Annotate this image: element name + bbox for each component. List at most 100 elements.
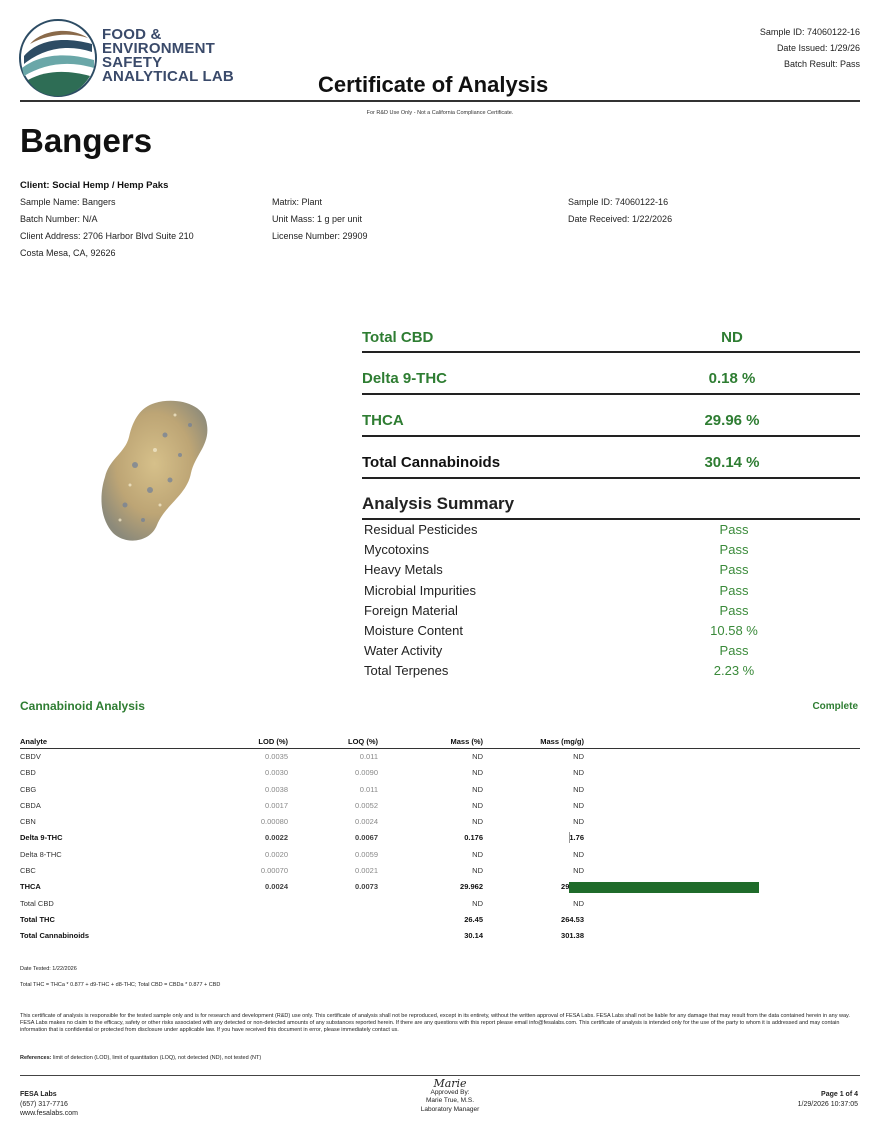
fesa-logo-icon: [18, 18, 98, 98]
potency-divider: [362, 477, 860, 479]
summary-item: Heavy Metals Pass: [364, 560, 784, 580]
summary-value: Pass: [719, 542, 749, 558]
product-name: Bangers: [20, 122, 153, 159]
summary-label: Microbial Impurities: [364, 582, 476, 598]
lab-name-line: ENVIRONMENT: [102, 40, 216, 57]
cell-loq: 0.0059: [355, 849, 378, 859]
formula-note: Total THC = THCa * 0.877 + d9-THC + d8-T…: [20, 982, 221, 988]
col-mass-mg: Mass (mg/g): [540, 737, 584, 746]
report-timestamp: 1/29/2026 10:37:05: [797, 1101, 858, 1108]
cell-mass-mg: ND: [573, 849, 584, 859]
lab-name: FOOD & ENVIRONMENT SAFETY ANALYTICAL LAB: [102, 26, 234, 85]
table-row: Total CBD ND ND: [20, 896, 860, 912]
references-label: References:: [20, 1055, 52, 1061]
header-batch-result: Batch Result: Pass: [783, 59, 860, 69]
summary-label: Water Activity: [364, 643, 443, 659]
cell-loq: 0.0073: [355, 882, 378, 892]
mass-bar: [569, 832, 570, 844]
client-name: Client: Social Hemp / Hemp Paks: [20, 180, 169, 191]
potency-label: THCA: [362, 412, 404, 429]
header-sample-id: Sample ID: 74060122-16: [759, 27, 860, 37]
table-body: CBDV 0.0035 0.011 ND ND CBD 0.0030 0.0090 ND ND CB…: [20, 749, 860, 945]
potency-value: 29.96 %: [704, 412, 760, 429]
footer-approval: Marie Approved By: Marie True, M.S. Labo…: [390, 1077, 510, 1114]
summary-item: Water Activity Pass: [364, 641, 784, 661]
cell-mass-mg: ND: [573, 817, 584, 827]
cell-mass-mg: ND: [573, 866, 584, 876]
potency-value: ND: [721, 329, 743, 346]
cell-loq: 0.0052: [355, 800, 378, 810]
cell-mass-pct: ND: [472, 866, 483, 876]
potency-divider: [362, 435, 860, 437]
summary-item: Moisture Content 10.58 %: [364, 621, 784, 641]
header-date-issued: Date Issued: 1/29/26: [776, 43, 860, 53]
cell-loq: 0.0021: [355, 866, 378, 876]
mass-bar: [569, 882, 759, 894]
summary-value: Pass: [719, 562, 749, 578]
approver-title: Laboratory Manager: [420, 1105, 480, 1113]
cell-lod: 0.0035: [265, 752, 288, 761]
approver-name: Marie True, M.S.: [425, 1097, 475, 1104]
summary-item: Foreign Material Pass: [364, 601, 784, 621]
cell-lod: 0.00070: [260, 866, 288, 876]
summary-value: Pass: [719, 602, 749, 618]
summary-label: Heavy Metals: [364, 562, 443, 578]
table-row: CBDV 0.0035 0.011 ND ND: [20, 749, 860, 765]
references: References: limit of detection (LOD), li…: [20, 1055, 261, 1062]
cell-loq: 0.0067: [355, 833, 378, 843]
cell-lod: 0.0020: [265, 849, 288, 859]
footer-divider: [20, 1075, 860, 1076]
cell-mass-mg: ND: [573, 784, 584, 794]
table-row: Total THC 26.45 264.53: [20, 912, 860, 928]
summary-label: Foreign Material: [364, 602, 458, 618]
summary-value: Pass: [719, 643, 749, 659]
cell-analyte: Total CBD: [20, 898, 54, 908]
analysis-summary-list: Residual Pesticides Pass Mycotoxins Pass H…: [364, 520, 784, 682]
table-row: CBC 0.00070 0.0021 ND ND: [20, 863, 860, 879]
cell-loq: 0.011: [359, 752, 378, 761]
lab-name-line: ANALYTICAL LAB: [102, 68, 234, 85]
cell-analyte: THCA: [20, 882, 41, 892]
cell-mass-mg: 264.53: [561, 914, 584, 924]
lab-name-line: FOOD &: [102, 26, 162, 43]
lab-name-line: SAFETY: [102, 54, 163, 71]
cell-mass-pct: ND: [472, 784, 483, 794]
cell-mass-mg: ND: [573, 752, 584, 761]
cell-mass-pct: ND: [472, 849, 483, 859]
summary-value: Pass: [719, 582, 749, 598]
cell-lod: 0.0024: [265, 882, 288, 892]
col-analyte: Analyte: [20, 737, 48, 746]
footer-page-info: Page 1 of 4 1/29/2026 10:37:05: [798, 1090, 858, 1110]
cell-analyte: Delta 9-THC: [20, 833, 63, 843]
sample-info-col3: Sample ID: 74060122-16 Date Received: 1/…: [568, 194, 672, 228]
cell-loq: 0.011: [359, 784, 378, 794]
unit-mass: Unit Mass: 1 g per unit: [272, 214, 363, 224]
footer-company: FESA Labs (657) 317-7716 www.fesalabs.co…: [20, 1090, 78, 1119]
potency-label: Total CBD: [362, 329, 434, 346]
signature: Marie: [433, 1077, 467, 1090]
disclaimer: This certificate of analysis is responsi…: [20, 1013, 850, 1033]
table-row: CBDA 0.0017 0.0052 ND ND: [20, 798, 860, 814]
cell-mass-mg: ND: [573, 898, 584, 908]
cell-lod: 0.0038: [265, 784, 288, 794]
company-website[interactable]: www.fesalabs.com: [20, 1110, 78, 1117]
cell-lod: 0.0030: [265, 768, 288, 778]
potency-label: Delta 9-THC: [362, 370, 448, 387]
cell-mass-pct: 29.962: [460, 882, 483, 892]
summary-item: Microbial Impurities Pass: [364, 581, 784, 601]
potency-value: 30.14 %: [704, 454, 760, 471]
summary-item: Mycotoxins Pass: [364, 540, 784, 560]
cell-mass-pct: ND: [472, 817, 483, 827]
cell-mass-pct: ND: [472, 898, 483, 908]
table-row: Delta 9-THC 0.0022 0.0067 0.176 1.76: [20, 830, 860, 846]
col-mass-pct: Mass (%): [450, 737, 483, 746]
cell-analyte: CBG: [20, 784, 37, 794]
col-lod: LOD (%): [258, 737, 288, 746]
cell-mass-pct: ND: [472, 800, 483, 810]
cell-analyte: Total THC: [20, 914, 55, 924]
cell-analyte: Delta 8-THC: [20, 849, 62, 859]
cell-mass-mg: 301.38: [561, 931, 584, 941]
cell-mass-pct: ND: [472, 752, 483, 761]
sample-name: Sample Name: Bangers: [20, 197, 116, 207]
